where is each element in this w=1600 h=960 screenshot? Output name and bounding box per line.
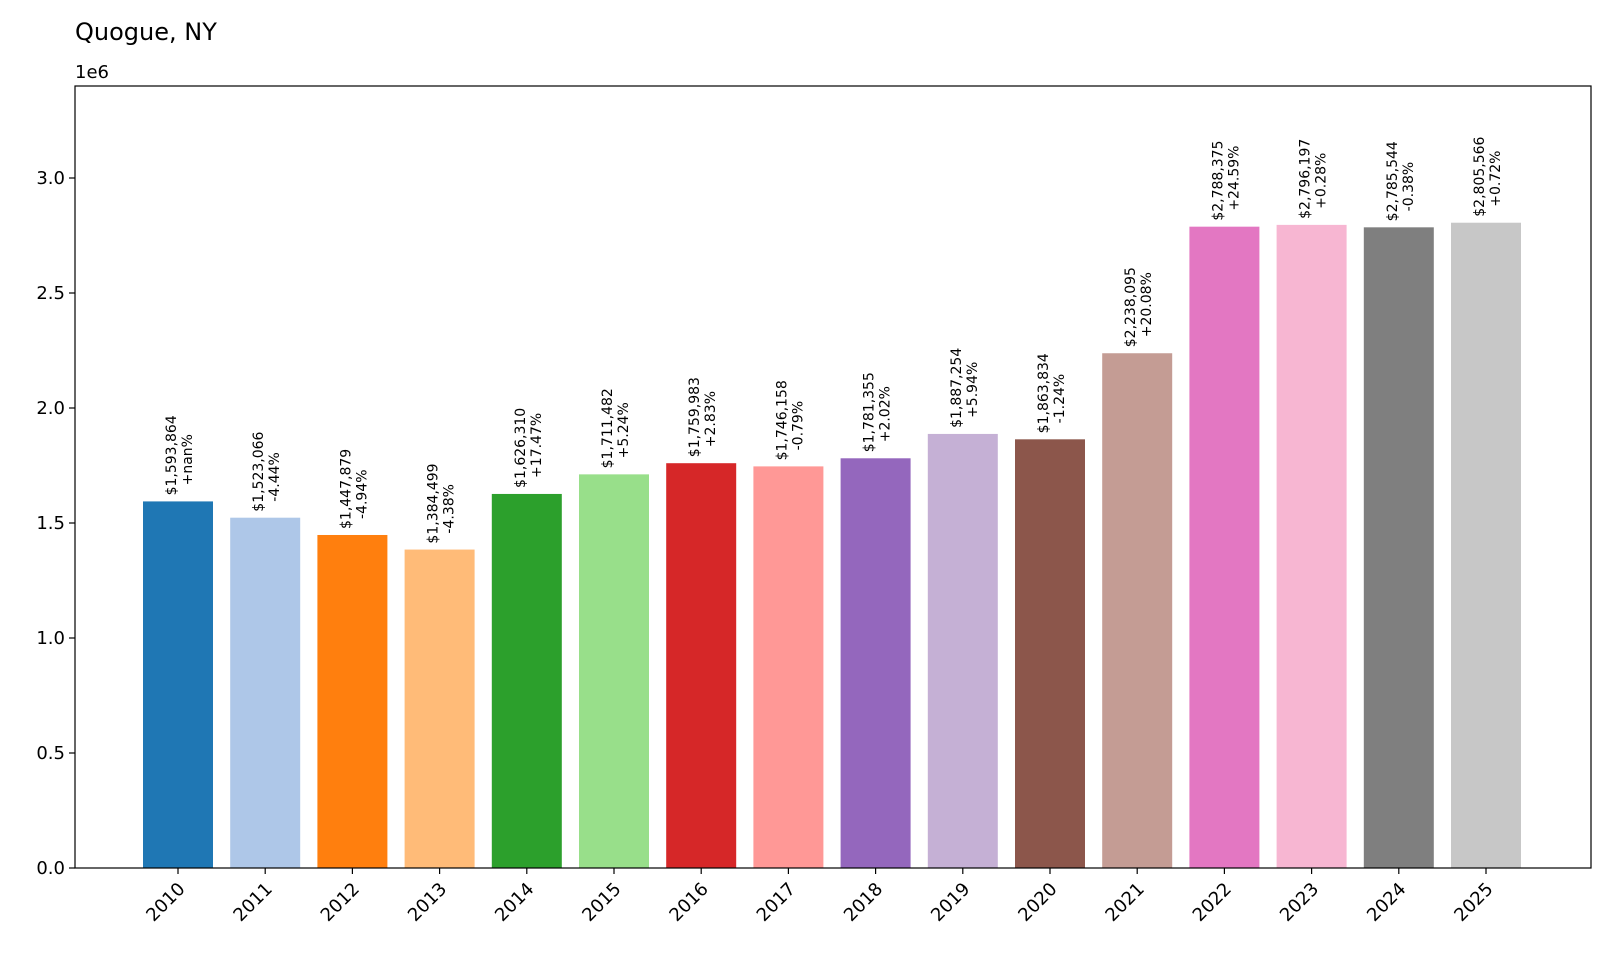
bar-2011 (230, 517, 301, 868)
bar-change-label: +2.83% (703, 391, 719, 447)
x-tick-label: 2012 (317, 879, 364, 926)
x-tick-label: 2020 (1014, 879, 1061, 926)
y-tick-label: 0.5 (36, 743, 65, 764)
bar-2010 (143, 501, 213, 868)
bar-value-label: $1,887,254 (949, 348, 965, 428)
bar-value-label: $1,781,355 (862, 372, 878, 452)
x-tick-label: 2019 (927, 879, 974, 926)
y-tick-label: 2.5 (36, 283, 65, 304)
x-tick-label: 2023 (1276, 879, 1323, 926)
bar-2015 (579, 474, 649, 868)
x-tick-label: 2015 (578, 879, 625, 926)
x-tick-label: 2011 (229, 879, 276, 926)
x-tick-label: 2017 (753, 879, 800, 926)
bar-value-label: $1,523,066 (251, 431, 267, 511)
bar-2021 (1102, 353, 1173, 868)
y-tick-label: 1.0 (36, 628, 65, 649)
x-tick-label: 2022 (1189, 879, 1236, 926)
bar-change-label: -0.79% (790, 401, 806, 451)
bar-change-label: +2.02% (878, 386, 894, 442)
bar-change-label: -1.24% (1052, 374, 1068, 424)
bar-value-label: $1,626,310 (513, 408, 529, 488)
bar-2018 (840, 458, 911, 868)
bar-2022 (1189, 226, 1260, 868)
bar-change-label: +nan% (180, 434, 196, 485)
y-axis-scale-label: 1e6 (75, 62, 109, 83)
x-tick-label: 2024 (1363, 879, 1410, 926)
bar-2025 (1451, 222, 1521, 868)
bar-value-label: $1,593,864 (164, 415, 180, 495)
bar-2014 (491, 493, 562, 868)
x-tick-label: 2016 (665, 879, 712, 926)
x-tick-label: 2013 (404, 879, 451, 926)
x-tick-label: 2025 (1450, 879, 1497, 926)
y-tick-label: 0.0 (36, 858, 65, 879)
bar-value-label: $2,238,095 (1123, 267, 1139, 347)
bar-value-label: $2,805,566 (1472, 136, 1488, 216)
y-axis: 0.0 0.5 1.0 1.5 2.0 2.5 3.0 (36, 168, 75, 879)
bar-change-label: +20.08% (1139, 272, 1155, 337)
bar-value-label: $1,759,983 (687, 377, 703, 457)
x-tick-label: 2018 (840, 879, 887, 926)
y-tick-label: 1.5 (36, 513, 65, 534)
bar-value-label: $1,447,879 (338, 449, 354, 529)
bars-layer (143, 222, 1521, 868)
bar-2020 (1015, 439, 1085, 868)
bar-value-label: $1,384,499 (426, 463, 442, 543)
bar-value-label: $2,785,544 (1385, 141, 1401, 221)
bar-2012 (317, 534, 388, 868)
value-labels-layer: $1,593,864 +nan% $1,523,066 -4.44% $1,447,87… (164, 136, 1504, 543)
bar-change-label: -4.38% (442, 484, 458, 534)
bar-change-label: +0.28% (1314, 153, 1330, 209)
bar-2024 (1363, 227, 1434, 868)
bar-value-label: $1,863,834 (1036, 353, 1052, 433)
bar-value-label: $2,796,197 (1298, 139, 1314, 219)
x-tick-label: 2014 (491, 879, 538, 926)
bar-change-label: +0.72% (1488, 151, 1504, 207)
chart-title: Quogue, NY (75, 18, 217, 46)
bar-2016 (666, 463, 737, 868)
bar-value-label: $2,788,375 (1210, 141, 1226, 221)
bar-value-label: $1,746,158 (774, 380, 790, 460)
bar-change-label: -4.94% (354, 469, 370, 519)
bar-change-label: -0.38% (1401, 162, 1417, 212)
bar-2013 (404, 549, 475, 868)
bar-2023 (1276, 224, 1347, 868)
bar-change-label: +24.59% (1226, 146, 1242, 211)
bar-change-label: +17.47% (529, 413, 545, 478)
bar-2017 (753, 466, 824, 868)
y-tick-label: 3.0 (36, 168, 65, 189)
bar-change-label: +5.24% (616, 402, 632, 458)
plot-area-frame (74, 85, 1592, 869)
bar-change-label: +5.94% (965, 362, 981, 418)
y-tick-label: 2.0 (36, 398, 65, 419)
bar-value-label: $1,711,482 (600, 388, 616, 468)
x-axis: 2010 2011 2012 2013 2014 2015 2016 2017 2018 2019… (142, 868, 1498, 926)
bar-change-label: -4.44% (267, 452, 283, 502)
x-tick-label: 2010 (142, 879, 189, 926)
x-tick-label: 2021 (1101, 879, 1148, 926)
bar-2019 (927, 433, 998, 868)
